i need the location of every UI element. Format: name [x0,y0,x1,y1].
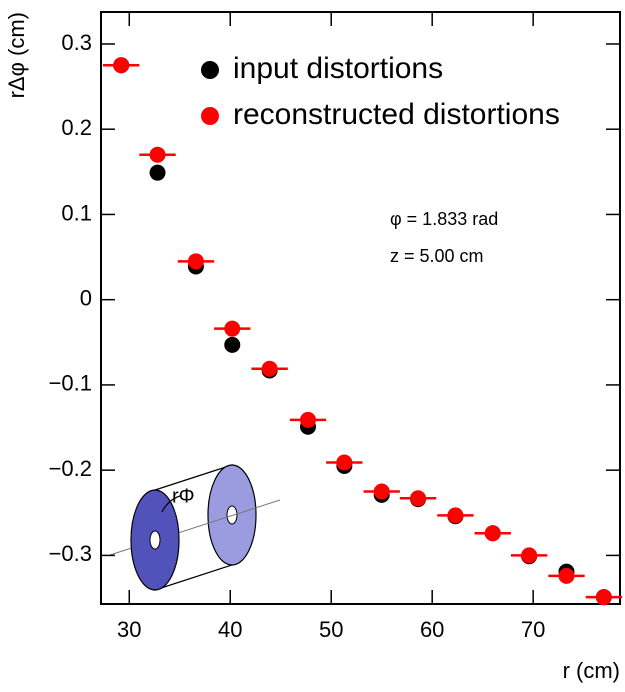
y-tick-label: −0.3 [49,541,92,566]
point [149,164,166,181]
inset-label: rΦ [172,485,195,507]
detector-inset: rΦ [109,464,281,591]
x-tick-label: 60 [420,617,444,642]
plot-frame [100,11,621,605]
y-tick-label: −0.1 [49,371,92,396]
legend-label: input distortions [233,52,443,85]
point [261,360,278,377]
point [336,454,353,471]
point [187,253,204,270]
point [558,567,575,584]
point [373,483,390,500]
point [113,57,130,74]
x-tick-label: 40 [218,617,242,642]
x-tick-label: 50 [319,617,343,642]
annotation: z = 5.00 cm [390,246,484,266]
point [299,411,316,428]
y-tick-label: 0.2 [61,115,92,140]
legend-marker [201,107,219,125]
point [224,320,241,337]
y-tick-label: 0.1 [61,200,92,225]
point [224,336,241,353]
point [521,547,538,564]
legend-marker [201,61,219,79]
x-tick-label: 70 [521,617,545,642]
point [595,589,612,606]
point [410,490,427,507]
y-tick-label: 0 [80,286,92,311]
annotation: φ = 1.833 rad [390,209,498,229]
point [484,525,501,542]
y-tick-label: −0.2 [49,456,92,481]
x-axis-label: r (cm) [563,658,620,683]
y-axis-label: rΔφ (cm) [4,12,29,98]
y-tick-label: 0.3 [61,30,92,55]
legend-label: reconstructed distortions [233,98,560,131]
point [149,146,166,163]
x-tick-label: 30 [117,617,141,642]
point [447,507,464,524]
